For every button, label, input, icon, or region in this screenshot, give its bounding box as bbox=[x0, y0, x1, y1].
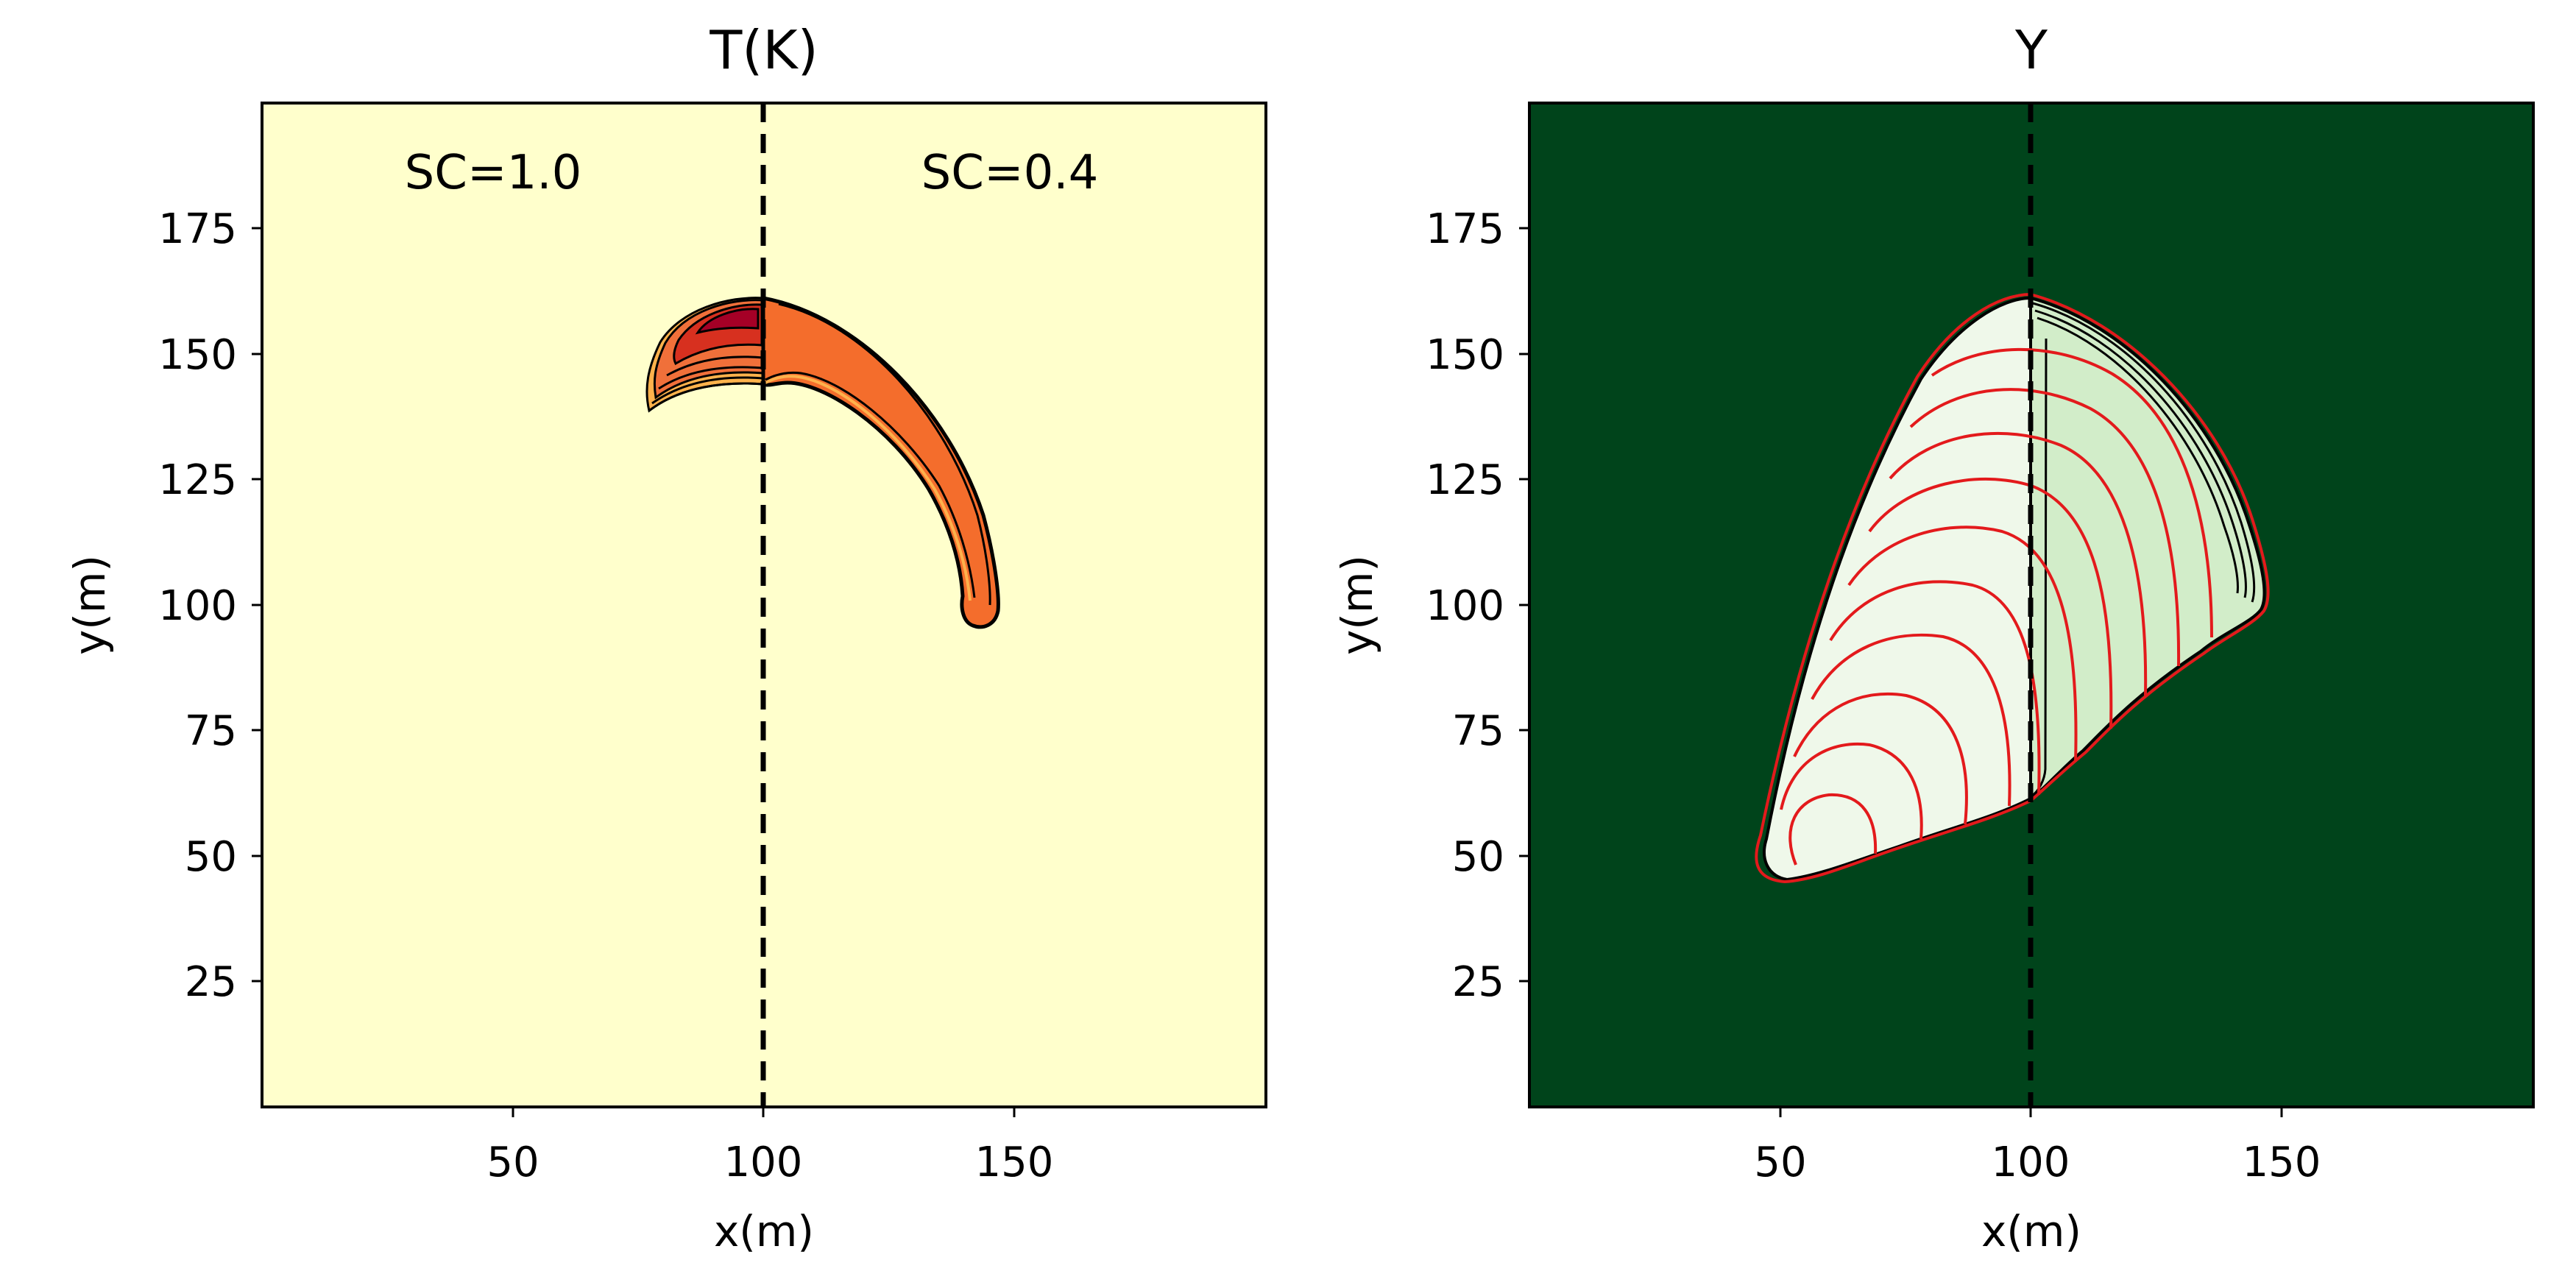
contour-line bbox=[666, 355, 764, 377]
burned-right bbox=[2029, 296, 2266, 802]
front-isoline bbox=[1909, 388, 2181, 667]
panel-temperature: T(K) SC=1.0 SC=0.4 50 bbox=[65, 19, 1267, 1256]
annotation-label: SC=1.0 bbox=[405, 146, 582, 200]
contour-line bbox=[778, 302, 991, 606]
y-tick-label: 150 bbox=[1426, 331, 1504, 379]
front-isoline bbox=[1780, 742, 1923, 840]
front-isoline bbox=[1755, 292, 2270, 884]
temperature-front bbox=[645, 103, 1000, 1107]
burned-region bbox=[1755, 103, 2270, 1107]
contour-line bbox=[658, 366, 764, 390]
front-left-core bbox=[695, 308, 760, 335]
front-isoline bbox=[1868, 477, 2113, 729]
contour-line bbox=[2037, 316, 2239, 594]
chart-title: T(K) bbox=[709, 19, 818, 81]
y-tick-label: 100 bbox=[1426, 582, 1504, 630]
y-tick-label: 75 bbox=[185, 707, 237, 755]
y-tick-label: 50 bbox=[185, 833, 237, 881]
x-tick-label: 100 bbox=[1992, 1139, 2070, 1186]
x-axis-label: x(m) bbox=[714, 1206, 814, 1256]
x-axis: 50 100 150 x(m) bbox=[1754, 1107, 2321, 1256]
panel-fuel-fraction: Y bbox=[1332, 19, 2535, 1256]
y-tick-label: 175 bbox=[158, 205, 237, 253]
x-tick-label: 100 bbox=[724, 1139, 803, 1186]
y-axis-label: y(m) bbox=[1332, 555, 1382, 655]
front-isoline bbox=[1889, 431, 2148, 696]
y-tick-label: 125 bbox=[158, 456, 237, 504]
contour-line bbox=[651, 376, 764, 405]
front-isoline bbox=[1847, 526, 2078, 762]
y-axis: 25 50 75 100 125 150 175 y(m) bbox=[65, 205, 262, 1006]
chart-title: Y bbox=[2014, 19, 2048, 81]
x-tick-label: 50 bbox=[486, 1139, 539, 1186]
x-axis-label: x(m) bbox=[1981, 1206, 2081, 1256]
contour-line bbox=[765, 375, 972, 601]
y-axis-label: y(m) bbox=[65, 555, 115, 655]
front-isoline bbox=[1793, 692, 1968, 825]
y-tick-label: 125 bbox=[1426, 456, 1504, 504]
x-axis: 50 100 150 x(m) bbox=[486, 1107, 1053, 1256]
contour-line bbox=[2032, 302, 2256, 603]
y-tick-label: 175 bbox=[1426, 205, 1504, 253]
x-tick-label: 150 bbox=[975, 1139, 1054, 1186]
annotation-label: SC=0.4 bbox=[921, 146, 1099, 200]
y-tick-label: 150 bbox=[158, 331, 237, 379]
y-tick-label: 50 bbox=[1452, 833, 1504, 881]
y-tick-label: 100 bbox=[158, 582, 237, 630]
x-tick-label: 50 bbox=[1754, 1139, 1806, 1186]
y-tick-label: 75 bbox=[1452, 707, 1504, 755]
front-isoline bbox=[1788, 793, 1878, 866]
contour-line bbox=[765, 371, 976, 598]
contour-line bbox=[648, 382, 764, 412]
front-isoline bbox=[1931, 347, 2213, 638]
y-tick-label: 25 bbox=[185, 958, 237, 1006]
y-tick-label: 25 bbox=[1452, 958, 1504, 1006]
y-axis: 25 50 75 100 125 150 175 y(m) bbox=[1332, 205, 1529, 1006]
contour-line bbox=[2031, 338, 2048, 798]
x-tick-label: 150 bbox=[2243, 1139, 2321, 1186]
contour-line bbox=[2034, 309, 2247, 598]
front-isoline bbox=[1811, 633, 2011, 807]
front-isoline bbox=[1829, 580, 2041, 796]
